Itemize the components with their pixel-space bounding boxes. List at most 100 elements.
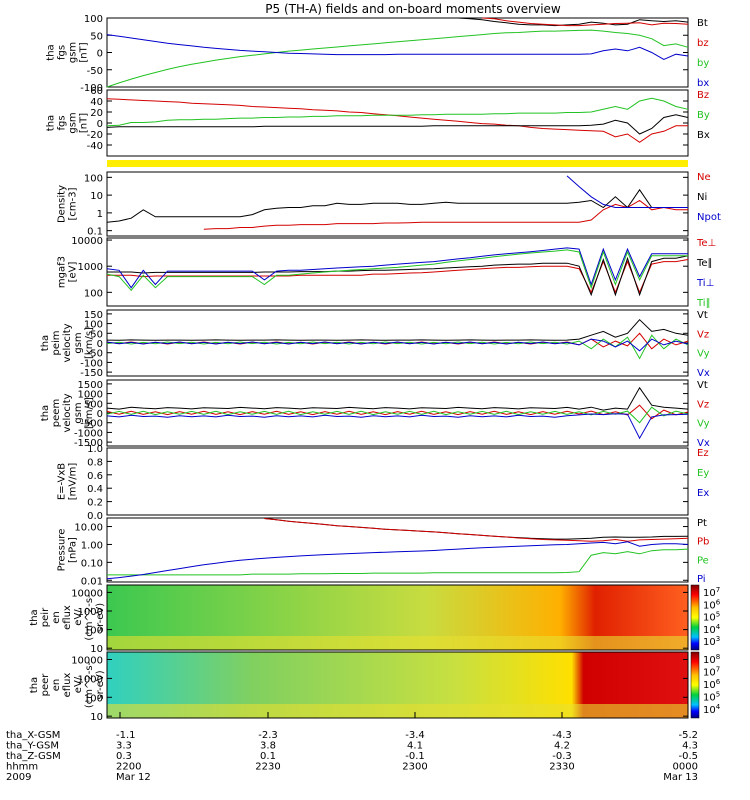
y-tick-label: 0 [97, 339, 103, 350]
plot-title: P5 (TH-A) fields and on-board moments ov… [265, 2, 561, 16]
y-axis-label: sr-eV) [95, 670, 106, 699]
panel-frame [106, 17, 689, 88]
y-tick-label: -150 [80, 368, 103, 379]
ephemeris-value: 2330 [549, 762, 574, 773]
y-tick-label: 100 [84, 693, 103, 704]
legend-label: Vz [697, 399, 709, 410]
ephemeris-value: Mar 13 [663, 772, 698, 783]
y-tick-label: 100 [84, 173, 103, 184]
y-tick-label: -100 [80, 358, 103, 369]
y-axis-label: [nT] [79, 113, 90, 133]
y-tick-label: 150 [84, 310, 103, 321]
y-tick-label: -40 [87, 141, 103, 152]
series-line [106, 334, 689, 360]
series-line [106, 406, 689, 424]
legend-label: Te∥ [696, 258, 713, 269]
legend-label: bz [697, 38, 709, 49]
series-line [106, 338, 689, 352]
y-tick-label: -50 [87, 349, 103, 360]
y-axis-label: fgs [57, 45, 68, 60]
y-axis-label: sr-eV) [95, 603, 106, 632]
legend-label: by [697, 58, 709, 69]
ephemeris-value: 4.3 [682, 741, 698, 752]
y-axis-label: mgaf3 [57, 256, 68, 288]
series-line [106, 34, 689, 60]
y-tick-label: 1.00 [81, 540, 103, 551]
y-tick-label: 0.01 [81, 576, 103, 587]
series-line [106, 98, 688, 143]
ephemeris-value: 0000 [673, 762, 698, 773]
series-line [203, 199, 688, 230]
ephemeris-value: 4.2 [554, 741, 570, 752]
panel-8: 10.00 1.00 0.10 0.01 Pressure [nPa] Pt Pb Pe Pi [57, 517, 709, 587]
colorbar-tick-label: 106 [703, 598, 721, 611]
legend-label: Pi [697, 574, 706, 585]
y-tick-label: 60 [90, 86, 103, 97]
y-tick-label: 50 [90, 31, 103, 42]
y-tick-label: 1000 [78, 674, 103, 685]
ephemeris-value: 2200 [116, 762, 141, 773]
y-tick-label: 10 [90, 712, 103, 723]
y-tick-label: 0.10 [81, 558, 103, 569]
y-axis-label: [km/s] [84, 397, 95, 429]
ephemeris-value: -5.2 [678, 730, 698, 741]
panel-frame [106, 517, 689, 583]
y-tick-label: 0.2 [87, 498, 103, 509]
y-tick-label: 1000 [78, 262, 103, 273]
y-axis-label: gsm [73, 402, 84, 423]
y-axis-label: (cm^2-s- [84, 661, 95, 708]
ephemeris-row-label: tha_X-GSM [6, 730, 60, 741]
y-tick-label: 100 [84, 288, 103, 299]
y-tick-label: 50 [90, 329, 103, 340]
y-tick-label: 0.4 [87, 484, 103, 495]
y-tick-label: -500 [80, 419, 103, 430]
colorbar-tick-label: 107 [703, 586, 720, 599]
y-tick-label: 0.8 [87, 457, 103, 468]
y-tick-label: 40 [90, 97, 103, 108]
legend-label: By [697, 110, 710, 121]
y-tick-label: 500 [84, 399, 103, 410]
y-tick-label: 10.00 [74, 523, 103, 534]
y-axis-label: [km/s] [84, 327, 95, 359]
ephemeris-value: -0.1 [405, 751, 425, 762]
y-axis-label: (cm^2-s- [84, 594, 95, 641]
legend-label: Npot [697, 212, 721, 223]
orbit-bar [107, 160, 688, 167]
panel-3: 100 10 1 0.1 Density [cm-3] Ne Ni Npot [57, 171, 721, 238]
panel-frame [106, 447, 689, 516]
legend-label: Ez [697, 448, 709, 459]
series-line [566, 175, 688, 208]
ephemeris-value: -0.5 [678, 751, 698, 762]
colorbar [690, 584, 700, 651]
ephemeris-value: 3.8 [260, 741, 276, 752]
legend-label: Vt [697, 310, 708, 321]
panel-7: 1.0 0.8 0.6 0.4 0.2 0.0 E=-VxB [mV/m] Ez Ey Ex [57, 444, 710, 522]
y-tick-label: 1000 [78, 607, 103, 618]
colorbar-tick-label: 104 [703, 623, 721, 636]
y-axis-label: tha [46, 44, 57, 60]
legend-label: Vy [697, 419, 710, 430]
ephemeris-value: Mar 12 [116, 772, 151, 783]
y-tick-label: 10000 [71, 656, 103, 667]
y-axis-label: eflux [62, 605, 73, 630]
series-line [106, 249, 688, 292]
legend-label: Bt [697, 18, 708, 29]
y-axis-label: eflux [62, 673, 73, 698]
y-tick-label: 100 [84, 14, 103, 25]
colorbar-tick-label: 105 [703, 691, 720, 704]
y-tick-label: 1 [97, 209, 103, 220]
y-tick-label: 0.1 [87, 227, 103, 238]
y-tick-label: -50 [87, 66, 103, 77]
y-tick-label: 1000 [78, 390, 103, 401]
y-tick-label: -1000 [74, 428, 103, 439]
y-tick-label: 10 [90, 644, 103, 655]
legend-label: Ti⊥ [696, 278, 714, 289]
y-axis-label: [nT] [79, 42, 90, 62]
series-line [107, 255, 689, 297]
y-axis-label: tha [46, 115, 57, 131]
y-tick-label: 0.6 [87, 471, 103, 482]
y-tick-label: -20 [87, 130, 103, 141]
y-tick-label: 0.0 [87, 511, 103, 522]
